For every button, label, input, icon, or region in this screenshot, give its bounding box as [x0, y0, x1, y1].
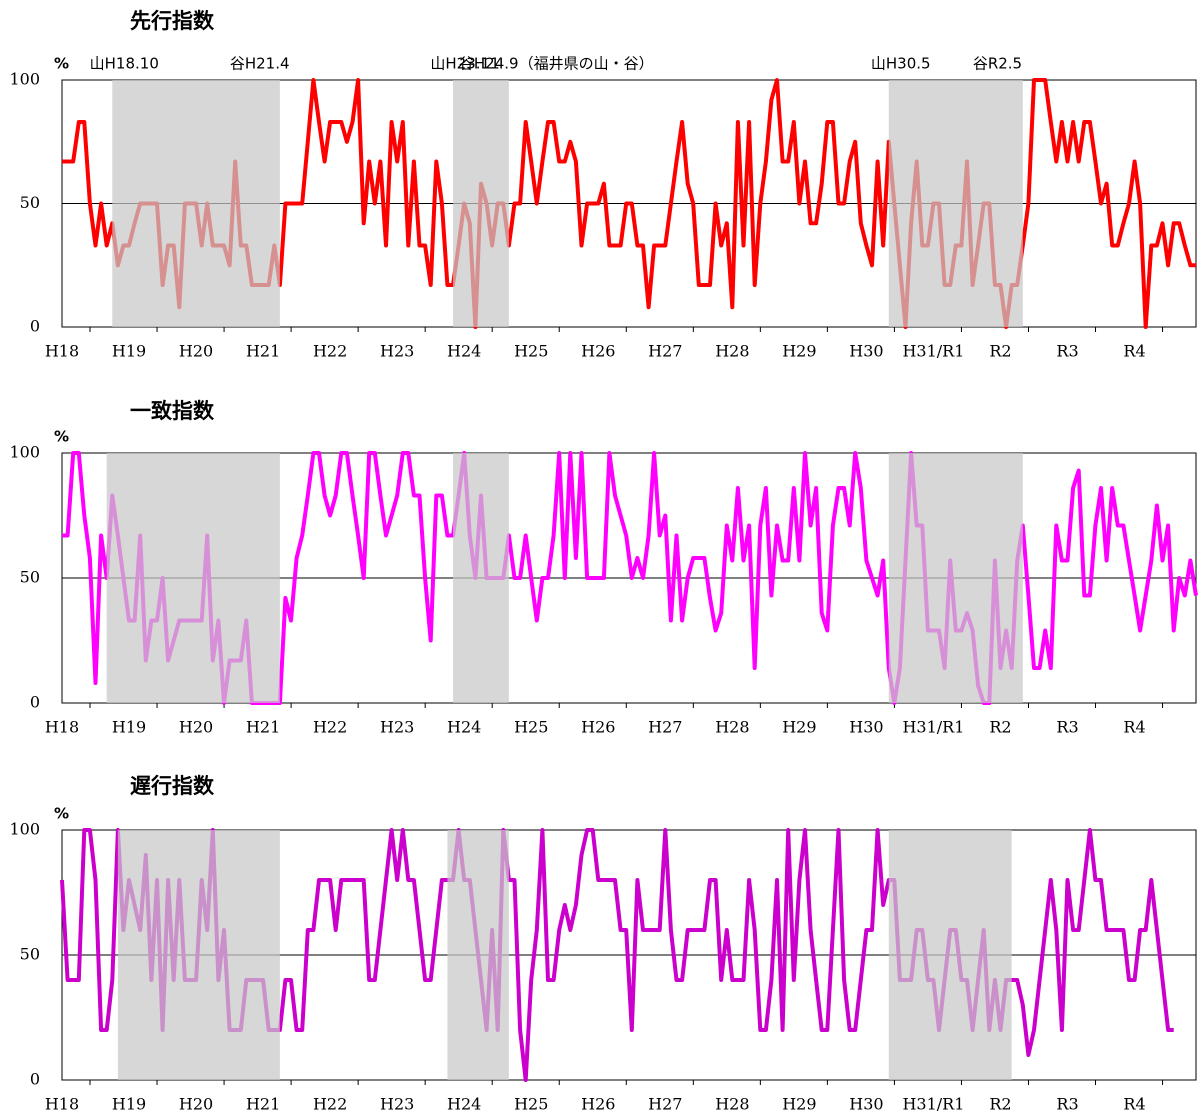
shaded-period: [112, 80, 280, 327]
x-tick-label: H19: [112, 342, 146, 361]
x-tick-label: H21: [246, 1095, 280, 1114]
shaded-period: [106, 453, 280, 703]
x-tick-label: H20: [179, 718, 213, 737]
period-annotation: 山H23.11: [430, 55, 499, 73]
x-tick-label: H23: [380, 718, 414, 737]
y-tick-label: 0: [30, 1070, 40, 1089]
x-tick-label: R2: [989, 718, 1011, 737]
x-tick-label: H31/R1: [902, 718, 964, 737]
x-tick-label: H29: [782, 342, 816, 361]
x-tick-label: H26: [581, 342, 615, 361]
x-tick-label: H18: [45, 1095, 79, 1114]
y-tick-label: 100: [9, 820, 40, 839]
x-tick-label: H19: [112, 718, 146, 737]
x-tick-label: H31/R1: [902, 1095, 964, 1114]
x-tick-label: R4: [1123, 718, 1145, 737]
x-tick-label: H31/R1: [902, 342, 964, 361]
x-tick-label: H28: [715, 342, 749, 361]
y-axis-label: %: [54, 805, 69, 823]
x-tick-label: H20: [179, 1095, 213, 1114]
x-tick-label: H29: [782, 718, 816, 737]
shaded-period: [117, 830, 280, 1080]
y-tick-label: 100: [9, 443, 40, 462]
shaded-period: [888, 830, 1012, 1080]
shaded-period: [453, 80, 509, 327]
x-tick-label: H21: [246, 342, 280, 361]
x-tick-label: H19: [112, 1095, 146, 1114]
chart-title: 遅行指数: [130, 774, 215, 798]
x-tick-label: R4: [1123, 1095, 1145, 1114]
shaded-period: [453, 453, 509, 703]
y-tick-label: 50: [20, 193, 40, 212]
x-tick-label: H23: [380, 342, 414, 361]
period-annotation: 谷H21.4: [230, 55, 290, 73]
x-tick-label: H25: [514, 718, 548, 737]
chart-title: 一致指数: [130, 399, 215, 423]
y-axis-label: %: [54, 55, 69, 73]
x-tick-label: H30: [849, 342, 883, 361]
x-tick-label: H26: [581, 718, 615, 737]
x-tick-label: H28: [715, 1095, 749, 1114]
x-tick-label: H22: [313, 342, 347, 361]
shaded-period: [888, 80, 1023, 327]
x-tick-label: R2: [989, 1095, 1011, 1114]
y-tick-label: 100: [9, 70, 40, 89]
x-tick-label: H24: [447, 718, 481, 737]
x-tick-label: H27: [648, 342, 682, 361]
x-tick-label: H29: [782, 1095, 816, 1114]
x-tick-label: R3: [1056, 342, 1078, 361]
x-tick-label: H27: [648, 1095, 682, 1114]
x-tick-label: H25: [514, 342, 548, 361]
x-tick-label: H22: [313, 1095, 347, 1114]
period-annotation: 谷R2.5: [973, 55, 1022, 73]
period-annotation: 山H18.10: [90, 55, 159, 73]
x-tick-label: H30: [849, 718, 883, 737]
x-tick-label: R3: [1056, 1095, 1078, 1114]
x-tick-label: H18: [45, 718, 79, 737]
x-tick-label: H27: [648, 718, 682, 737]
x-tick-label: H28: [715, 718, 749, 737]
y-tick-label: 0: [30, 693, 40, 712]
period-annotation: 谷H24.9（福井県の山・谷）: [459, 55, 654, 73]
x-tick-label: H24: [447, 1095, 481, 1114]
y-tick-label: 50: [20, 568, 40, 587]
x-tick-label: H22: [313, 718, 347, 737]
shaded-period: [888, 453, 1023, 703]
shaded-period: [447, 830, 509, 1080]
y-tick-label: 50: [20, 945, 40, 964]
x-tick-label: H18: [45, 342, 79, 361]
period-annotation: 山H30.5: [871, 55, 931, 73]
chart-title: 先行指数: [130, 9, 215, 33]
x-tick-label: H24: [447, 342, 481, 361]
x-tick-label: H23: [380, 1095, 414, 1114]
x-tick-label: H20: [179, 342, 213, 361]
x-tick-label: H21: [246, 718, 280, 737]
y-axis-label: %: [54, 428, 69, 446]
x-tick-label: H26: [581, 1095, 615, 1114]
x-tick-label: R2: [989, 342, 1011, 361]
y-tick-label: 0: [30, 317, 40, 336]
x-tick-label: H25: [514, 1095, 548, 1114]
x-tick-label: R4: [1123, 342, 1145, 361]
x-tick-label: R3: [1056, 718, 1078, 737]
x-tick-label: H30: [849, 1095, 883, 1114]
